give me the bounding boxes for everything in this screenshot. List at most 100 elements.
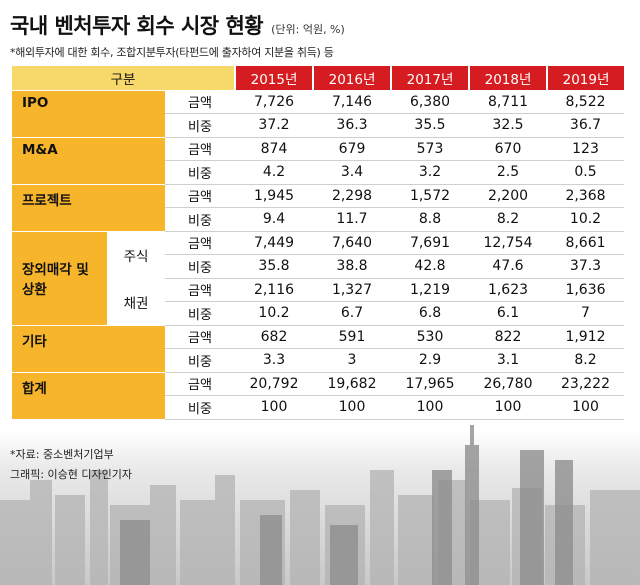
table-cell: 100	[391, 395, 469, 420]
metric-label: 금액	[165, 231, 235, 255]
category-otc: 장외매각 및 상환	[12, 230, 107, 325]
table-cell: 8,711	[469, 90, 547, 114]
header-row: 구분 2015년 2016년 2017년 2018년 2019년	[12, 66, 624, 91]
table-cell: 12,754	[469, 231, 547, 255]
table-cell: 1,327	[313, 278, 391, 302]
subcategory-stock: 주식	[107, 230, 165, 278]
metric-label: 비중	[165, 160, 235, 185]
unit-label: (단위: 억원, %)	[271, 23, 345, 36]
table-cell: 8.2	[469, 207, 547, 232]
table-cell: 2.5	[469, 160, 547, 185]
table-cell: 0.5	[547, 160, 624, 185]
table-cell: 2.9	[391, 348, 469, 373]
category-project: 프로젝트	[12, 183, 165, 231]
metric-label: 금액	[165, 325, 235, 349]
table-cell: 670	[469, 137, 547, 161]
category-otc-line2: 상환	[22, 282, 47, 298]
table-row: 비중 35.8 38.8 42.8 47.6 37.3	[12, 254, 624, 279]
table-cell: 1,912	[547, 325, 624, 349]
table-cell: 10.2	[235, 301, 313, 326]
table-row: 장외매각 및 상환 주식 금액 7,449 7,640 7,691 12,754…	[12, 230, 624, 325]
metric-label: 비중	[165, 207, 235, 232]
table-cell: 530	[391, 325, 469, 349]
subcategory-bond: 채권	[107, 277, 165, 325]
table-cell: 38.8	[313, 254, 391, 279]
metric-label: 비중	[165, 348, 235, 373]
table-cell: 35.5	[391, 113, 469, 138]
table-cell: 36.3	[313, 113, 391, 138]
header-year: 2018년	[468, 66, 547, 90]
source-note: *자료: 중소벤처기업부	[10, 448, 114, 461]
table-cell: 7,640	[313, 231, 391, 255]
table-cell: 11.7	[313, 207, 391, 232]
table-row: 기타 금액 682 591 530 822 1,912	[12, 324, 624, 372]
table-cell: 3	[313, 348, 391, 373]
table-cell: 37.3	[547, 254, 624, 279]
table-cell: 7,449	[235, 231, 313, 255]
table-cell: 2,368	[547, 184, 624, 208]
table-cell: 17,965	[391, 372, 469, 396]
table-row: 비중 3.3 3 2.9 3.1 8.2	[12, 348, 624, 373]
table-row: 비중 10.2 6.7 6.8 6.1 7	[12, 301, 624, 326]
table-cell: 20,792	[235, 372, 313, 396]
table-cell: 100	[547, 395, 624, 420]
category-otc-line1: 장외매각 및	[22, 262, 89, 278]
table-cell: 874	[235, 137, 313, 161]
table-cell: 1,636	[547, 278, 624, 302]
graphic-credit: 그래픽: 이승현 디자인기자	[10, 468, 133, 481]
table-cell: 35.8	[235, 254, 313, 279]
category-ipo: IPO	[12, 89, 165, 137]
table-cell: 37.2	[235, 113, 313, 138]
table-cell: 822	[469, 325, 547, 349]
table-cell: 6.7	[313, 301, 391, 326]
table-cell: 8.8	[391, 207, 469, 232]
header-category: 구분	[12, 66, 235, 91]
metric-label: 비중	[165, 301, 235, 326]
table-row: 비중 37.2 36.3 35.5 32.5 36.7	[12, 113, 624, 138]
header-year: 2015년	[234, 66, 313, 90]
metric-label: 비중	[165, 254, 235, 279]
table-cell: 679	[313, 137, 391, 161]
table-row: 비중 4.2 3.4 3.2 2.5 0.5	[12, 160, 624, 185]
header-year: 2016년	[312, 66, 391, 90]
table-row: 비중 9.4 11.7 8.8 8.2 10.2	[12, 207, 624, 232]
metric-label: 금액	[165, 278, 235, 302]
header-year: 2019년	[546, 66, 624, 90]
metric-label: 금액	[165, 184, 235, 208]
table-cell: 1,623	[469, 278, 547, 302]
metric-label: 금액	[165, 137, 235, 161]
table-cell: 7,726	[235, 90, 313, 114]
table-cell: 1,945	[235, 184, 313, 208]
table-row: 비중 100 100 100 100 100	[12, 395, 624, 420]
table-cell: 47.6	[469, 254, 547, 279]
table-cell: 100	[235, 395, 313, 420]
table-cell: 2,116	[235, 278, 313, 302]
data-table: 구분 2015년 2016년 2017년 2018년 2019년 IPO 금액 …	[12, 66, 624, 420]
table-cell: 42.8	[391, 254, 469, 279]
table-cell: 2,200	[469, 184, 547, 208]
metric-label: 금액	[165, 372, 235, 396]
table-cell: 10.2	[547, 207, 624, 232]
table-cell: 3.3	[235, 348, 313, 373]
table-cell: 7,691	[391, 231, 469, 255]
table-cell: 7,146	[313, 90, 391, 114]
table-cell: 100	[313, 395, 391, 420]
table-cell: 591	[313, 325, 391, 349]
table-cell: 32.5	[469, 113, 547, 138]
header-year: 2017년	[390, 66, 469, 90]
table-cell: 9.4	[235, 207, 313, 232]
table-row: 프로젝트 금액 1,945 2,298 1,572 2,200 2,368	[12, 183, 624, 231]
table-cell: 573	[391, 137, 469, 161]
title-row: 국내 벤처투자 회수 시장 현황 (단위: 억원, %)	[10, 10, 345, 40]
table-cell: 6.1	[469, 301, 547, 326]
table-cell: 8.2	[547, 348, 624, 373]
category-etc: 기타	[12, 324, 165, 372]
table-row: M&A 금액 874 679 573 670 123	[12, 136, 624, 184]
table-row: 합계 금액 20,792 19,682 17,965 26,780 23,222	[12, 371, 624, 419]
table-cell: 100	[469, 395, 547, 420]
table-cell: 8,661	[547, 231, 624, 255]
table-cell: 3.4	[313, 160, 391, 185]
table-cell: 2,298	[313, 184, 391, 208]
table-cell: 4.2	[235, 160, 313, 185]
